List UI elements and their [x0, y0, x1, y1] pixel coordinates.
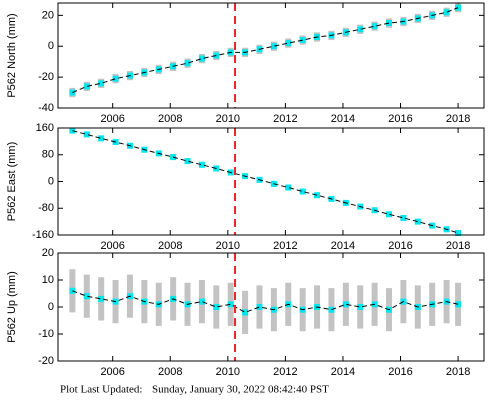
marker — [455, 229, 462, 236]
marker — [69, 127, 76, 134]
x-tick-label: 2016 — [388, 366, 412, 378]
y-tick-label: -20 — [38, 355, 54, 367]
marker — [414, 218, 421, 225]
x-tick-label: 2012 — [273, 366, 297, 378]
marker — [371, 23, 378, 30]
y-tick-label: 10 — [42, 274, 54, 286]
x-tick-label: 2008 — [158, 240, 182, 252]
marker — [285, 184, 292, 191]
marker — [443, 9, 450, 16]
marker — [357, 304, 364, 310]
marker — [455, 301, 462, 308]
marker — [328, 306, 335, 313]
y-axis-label: P562 North (mm) — [6, 13, 18, 97]
y-tick-label: -10 — [38, 328, 54, 340]
marker — [299, 188, 306, 195]
marker — [98, 135, 105, 142]
marker — [400, 214, 407, 221]
marker — [98, 295, 105, 302]
marker — [342, 301, 349, 308]
marker — [357, 26, 364, 33]
x-tick-label: 2012 — [273, 240, 297, 252]
x-tick-label: 2010 — [216, 366, 240, 378]
y-tick-label: 160 — [36, 122, 54, 134]
marker — [227, 301, 234, 308]
marker — [256, 304, 263, 310]
footer-date: Sunday, January 30, 2022 08:42:40 PST — [152, 384, 329, 396]
marker — [69, 287, 76, 294]
x-tick-label: 2018 — [446, 113, 470, 125]
y-axis-label: P562 Up (mm) — [6, 271, 18, 343]
marker — [242, 309, 249, 316]
x-tick-label: 2014 — [331, 113, 355, 125]
y-tick-label: -40 — [38, 102, 54, 114]
marker — [98, 80, 105, 87]
x-tick-label: 2018 — [446, 240, 470, 252]
trend-line — [72, 7, 459, 94]
marker — [184, 60, 191, 67]
x-tick-label: 2014 — [331, 240, 355, 252]
plot-frame — [57, 252, 485, 362]
x-tick-label: 2018 — [446, 366, 470, 378]
x-tick-label: 2016 — [388, 240, 412, 252]
marker — [386, 211, 393, 218]
y-tick-label: -160 — [32, 229, 54, 241]
marker — [198, 55, 205, 62]
y-tick-label: 0 — [48, 40, 54, 52]
x-tick-label: 2012 — [273, 113, 297, 125]
x-tick-label: 2008 — [158, 113, 182, 125]
marker — [112, 75, 119, 82]
y-tick-label: -80 — [38, 202, 54, 214]
trend-line — [72, 290, 459, 313]
marker — [198, 161, 205, 168]
plot-frame — [57, 127, 485, 236]
y-tick-label: 0 — [48, 301, 54, 313]
marker — [83, 293, 90, 300]
y-tick-label: 20 — [42, 9, 54, 21]
footer-label: Plot Last Updated: — [60, 384, 143, 396]
y-tick-label: 0 — [48, 175, 54, 187]
marker — [213, 304, 220, 310]
y-tick-label: -20 — [38, 71, 54, 83]
marker — [83, 83, 90, 90]
marker — [184, 158, 191, 165]
marker — [198, 298, 205, 305]
marker — [83, 131, 90, 138]
x-tick-label: 2008 — [158, 366, 182, 378]
marker — [285, 40, 292, 47]
y-tick-label: 80 — [42, 149, 54, 161]
y-axis-label: P562 East (mm) — [6, 142, 18, 221]
x-tick-label: 2010 — [216, 113, 240, 125]
x-tick-label: 2006 — [100, 240, 124, 252]
x-tick-label: 2010 — [216, 240, 240, 252]
x-tick-label: 2006 — [100, 366, 124, 378]
marker — [270, 43, 277, 50]
x-tick-label: 2016 — [388, 113, 412, 125]
plot-frame — [57, 2, 485, 109]
x-tick-label: 2014 — [331, 366, 355, 378]
y-tick-label: 20 — [42, 247, 54, 259]
trend-line — [72, 130, 459, 234]
marker — [314, 192, 321, 199]
x-tick-label: 2006 — [100, 113, 124, 125]
